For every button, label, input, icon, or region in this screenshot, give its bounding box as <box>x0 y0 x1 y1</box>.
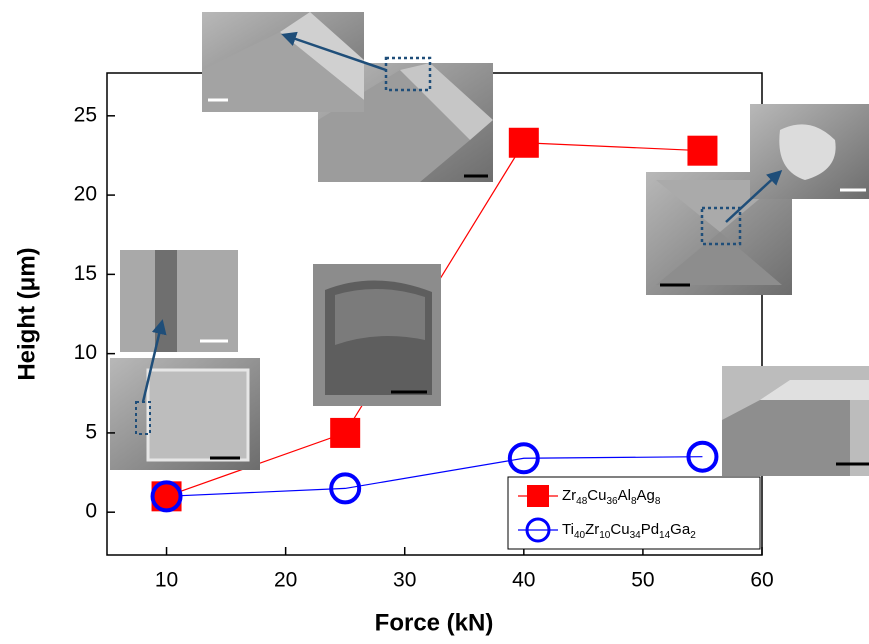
y-tick-label: 10 <box>74 341 97 364</box>
marker-square <box>330 418 360 448</box>
sem-insets <box>110 12 869 476</box>
marker-square <box>687 136 717 166</box>
page: 10 20 30 40 50 60 0 5 10 15 20 25 Force (kN) Height… <box>0 0 869 644</box>
x-axis-title: Force (kN) <box>375 609 494 636</box>
y-tick-label: 20 <box>74 183 97 206</box>
x-tick-label: 10 <box>155 569 178 592</box>
sem-feature <box>722 400 850 476</box>
x-tick-label: 40 <box>512 569 535 592</box>
y-tick-label: 5 <box>85 420 97 443</box>
marker-square <box>527 485 549 507</box>
sem-image <box>120 250 238 352</box>
x-tick-label: 30 <box>393 569 416 592</box>
y-tick-label: 15 <box>74 262 97 285</box>
sem-feature <box>148 370 248 460</box>
x-tick-label: 20 <box>274 569 297 592</box>
y-tick-label: 25 <box>74 103 97 126</box>
chart: 10 20 30 40 50 60 0 5 10 15 20 25 Force (kN) Height… <box>0 0 869 639</box>
marker-square <box>509 128 539 158</box>
y-axis-title: Height (μm) <box>13 247 40 380</box>
x-tick-label: 60 <box>750 569 773 592</box>
x-tick-label: 50 <box>631 569 654 592</box>
y-tick-label: 0 <box>85 500 97 523</box>
